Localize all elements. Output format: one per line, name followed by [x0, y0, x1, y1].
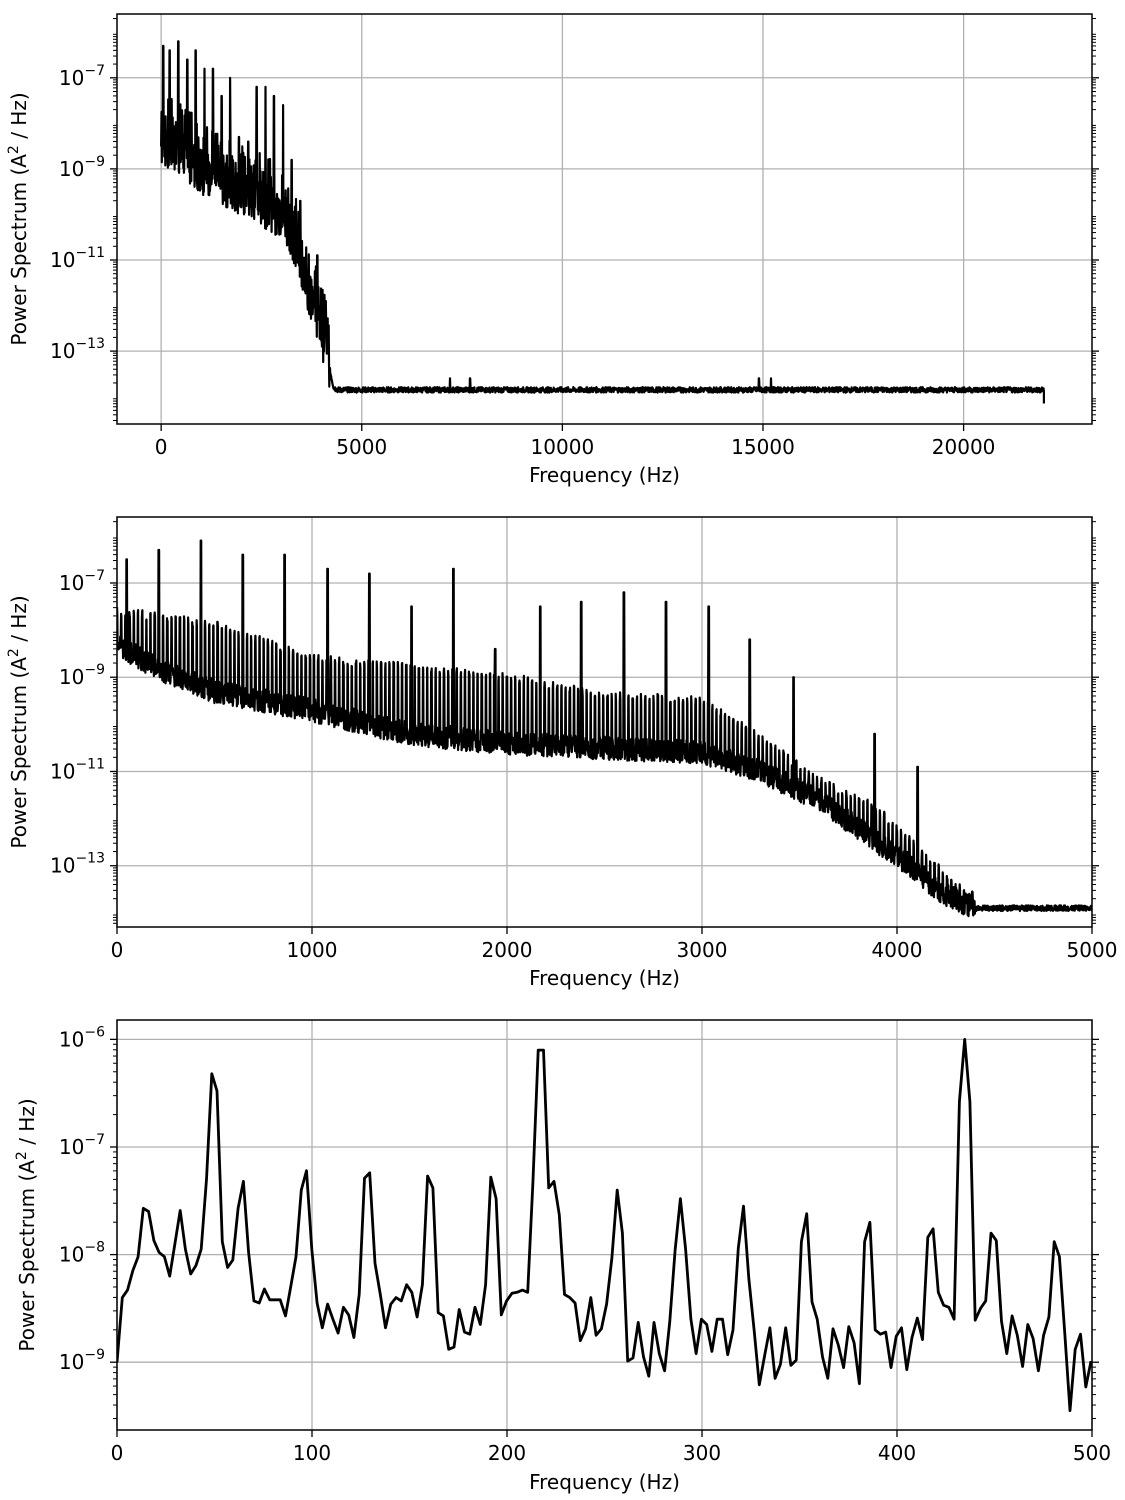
x-tick-label: 4000	[872, 938, 923, 962]
chart-panel-zoom-0-500: 0 100 200 300 400 500 10−6 10−7 10−8 10−9 Frequen…	[14, 1019, 1111, 1494]
plot-frame	[116, 516, 1093, 928]
chart-panel-full-spectrum: 0 5000 10000 15000 20000 10−7 10−9 10−11 10−13 F…	[6, 13, 1099, 487]
x-tick-label: 15000	[731, 435, 795, 459]
y-tick-label: 10−8	[59, 1240, 105, 1267]
y-tick-label: 10−7	[59, 63, 105, 90]
x-tick-label: 20000	[932, 435, 996, 459]
x-tick-label: 3000	[677, 938, 728, 962]
plot-frame	[116, 1019, 1093, 1431]
x-tick-label: 5000	[336, 435, 387, 459]
x-tick-label: 0	[111, 1441, 124, 1465]
x-tick-label: 0	[111, 938, 124, 962]
y-tick-label: 10−13	[50, 336, 105, 363]
spectrum-line	[160, 40, 1045, 404]
x-tick-label: 300	[683, 1441, 721, 1465]
x-tick-label: 400	[878, 1441, 916, 1465]
x-tick-label: 10000	[531, 435, 595, 459]
x-tick-label: 100	[293, 1441, 331, 1465]
y-tick-label: 10−7	[59, 568, 105, 595]
y-axis-label: Power Spectrum (A2 / Hz)	[6, 595, 31, 848]
y-tick-label: 10−11	[50, 245, 105, 272]
x-tick-label: 2000	[482, 938, 533, 962]
y-tick-label: 10−13	[50, 851, 105, 878]
y-tick-label: 10−9	[59, 154, 105, 181]
x-axis-label: Frequency (Hz)	[529, 463, 680, 487]
y-tick-label: 10−7	[59, 1132, 105, 1159]
x-axis-label: Frequency (Hz)	[529, 966, 680, 990]
x-tick-label: 5000	[1067, 938, 1118, 962]
x-axis-label: Frequency (Hz)	[529, 1470, 680, 1494]
y-axis-label: Power Spectrum (A2 / Hz)	[14, 1098, 39, 1351]
y-tick-label: 10−11	[50, 756, 105, 783]
spectrum-line	[117, 1038, 1092, 1412]
chart-panel-zoom-0-5000: 0 1000 2000 3000 4000 500010−710−910−1110−13 …	[6, 516, 1118, 990]
y-tick-label: 10−9	[59, 1347, 105, 1374]
y-tick-label: 10−6	[59, 1024, 105, 1051]
x-tick-label: 0	[155, 435, 168, 459]
y-tick-label: 10−9	[59, 662, 105, 689]
y-axis-label: Power Spectrum (A2 / Hz)	[6, 92, 31, 345]
x-tick-label: 200	[488, 1441, 526, 1465]
x-tick-label: 1000	[287, 938, 338, 962]
x-tick-label: 500	[1073, 1441, 1111, 1465]
spectrum-line	[117, 539, 1092, 918]
